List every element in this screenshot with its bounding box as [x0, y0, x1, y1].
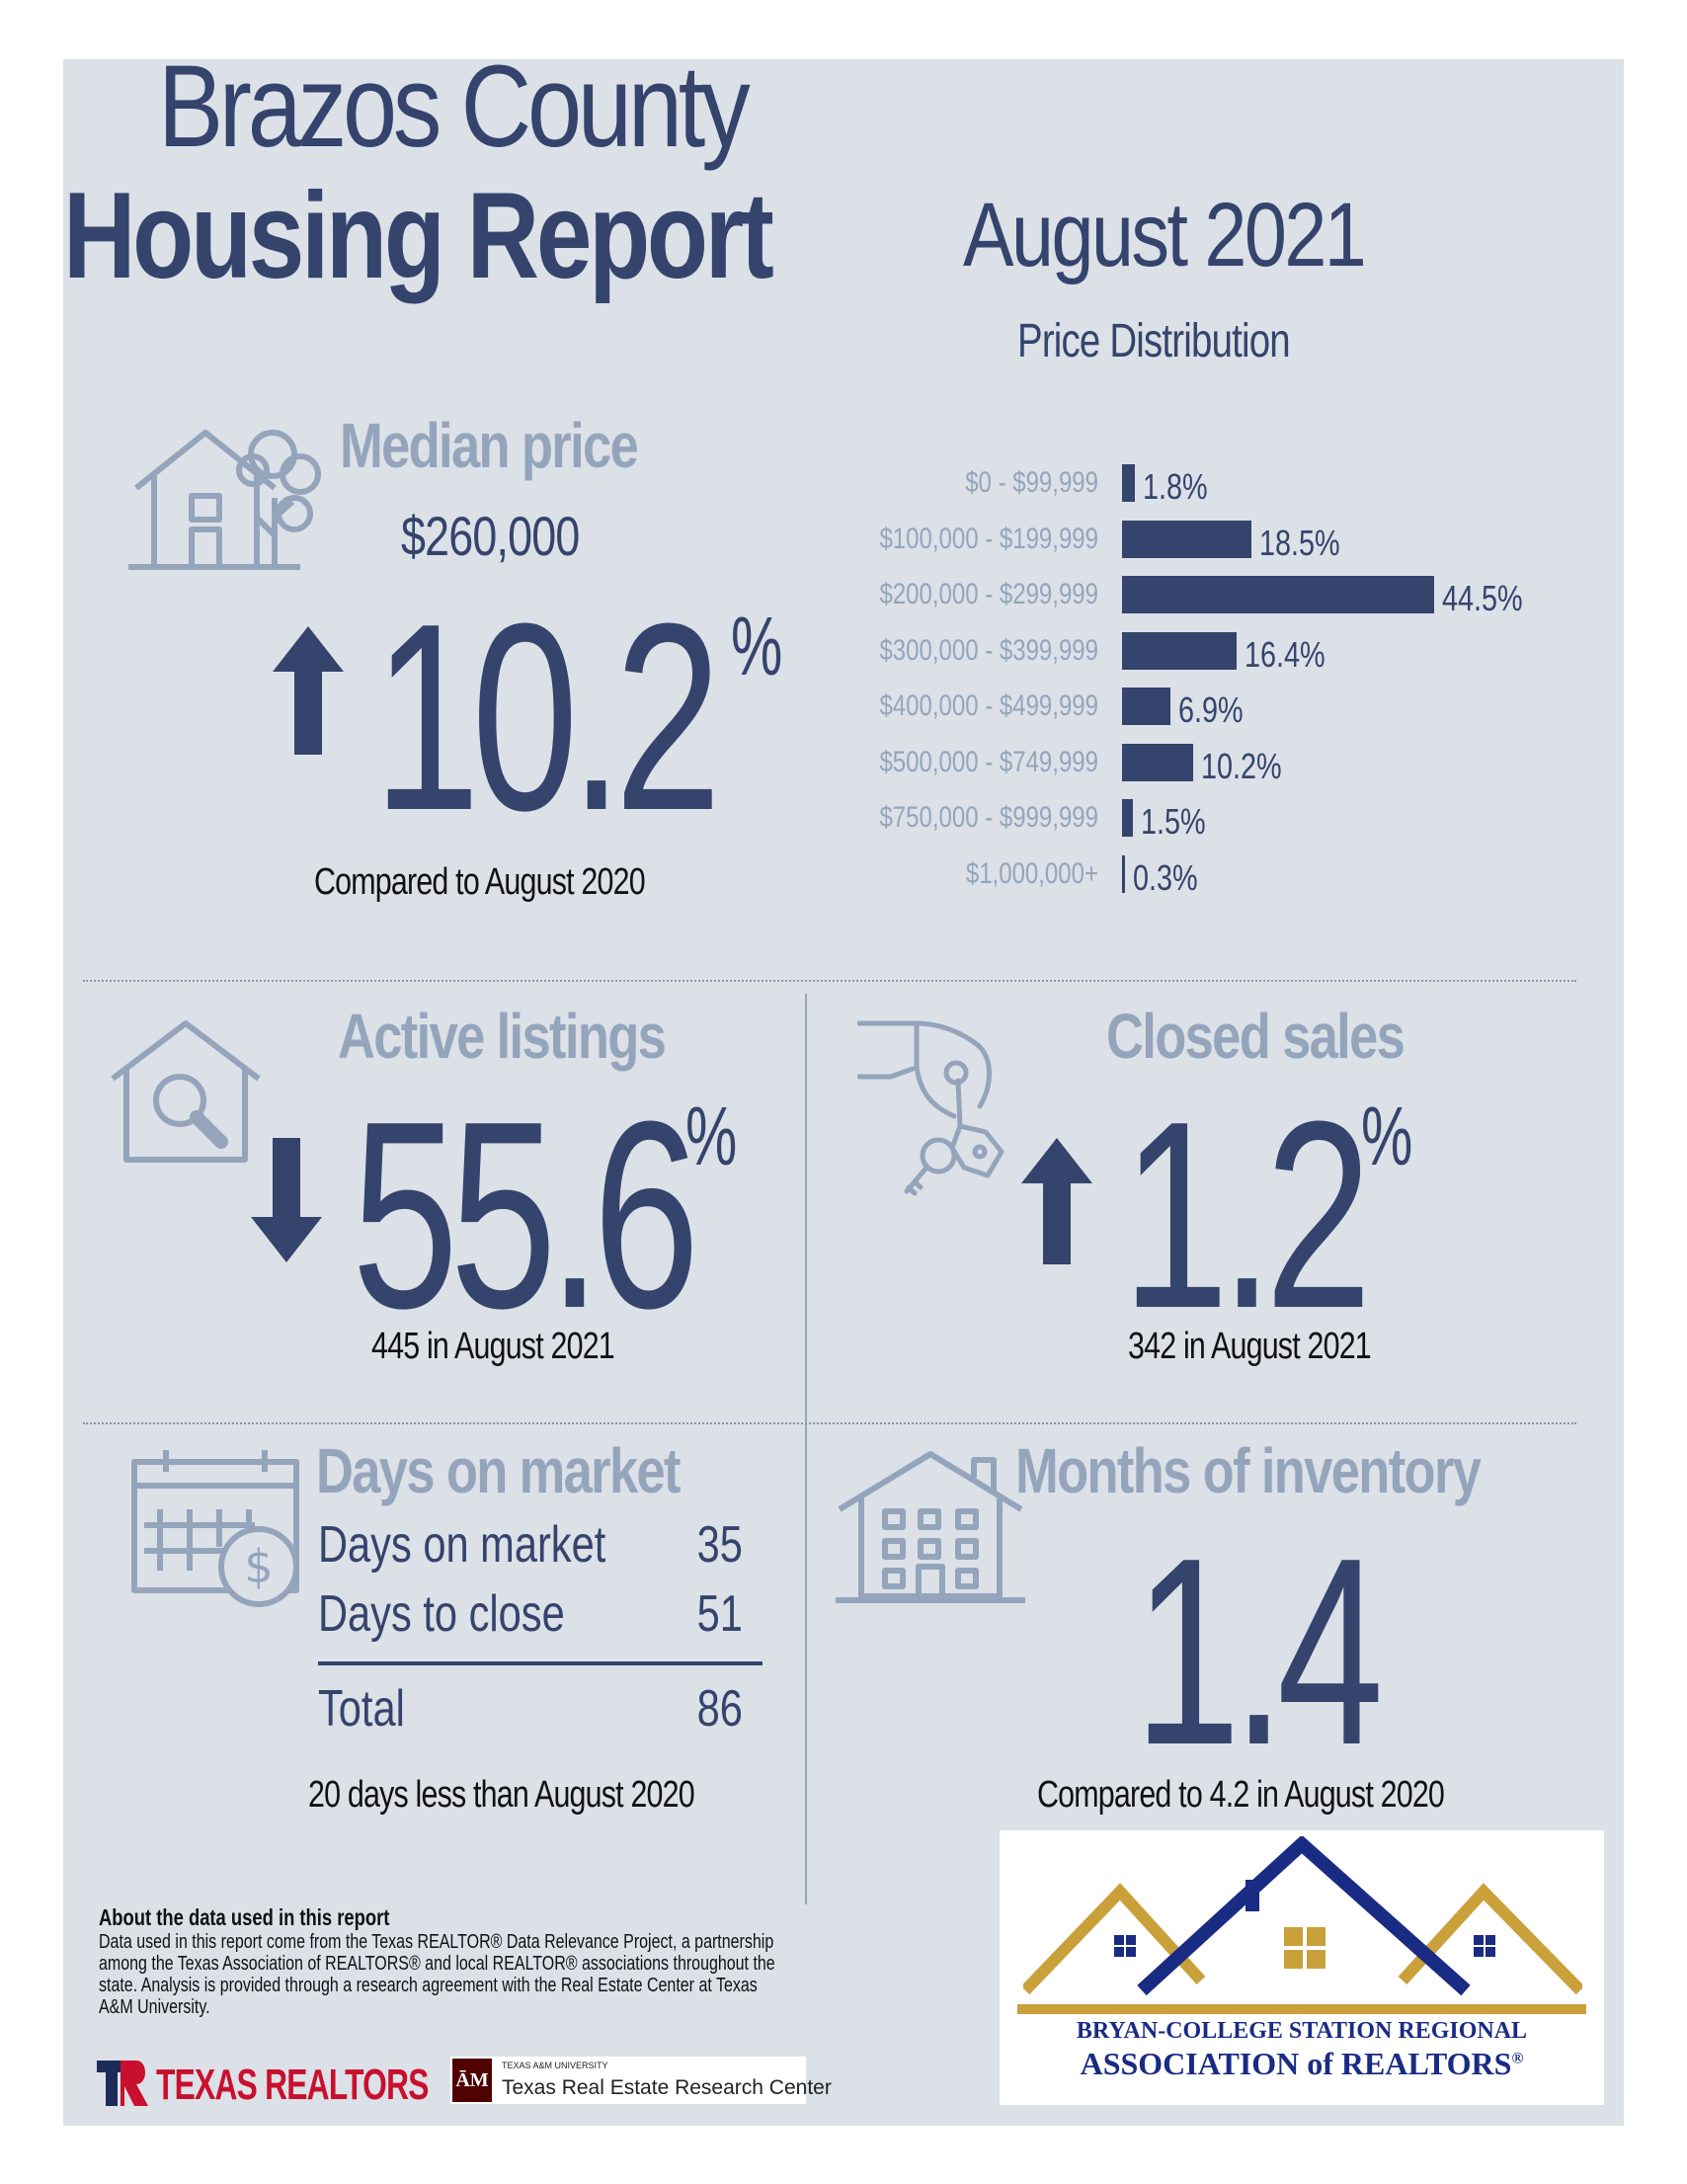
bcs-line-2-text: ASSOCIATION of REALTORS: [1080, 2046, 1512, 2081]
bcs-line-2: ASSOCIATION of REALTORS®: [1000, 2046, 1604, 2082]
distribution-label: $400,000 - $499,999: [879, 689, 1098, 722]
svg-text:$: $: [244, 1540, 273, 1593]
median-price-value: $260,000: [401, 505, 580, 567]
closed-sales-pct-sign: %: [1361, 1090, 1413, 1182]
table-row: Days to close 51: [318, 1584, 763, 1654]
distribution-bar: [1122, 799, 1133, 837]
median-price-pct-sign: %: [731, 600, 783, 692]
total-rule: [318, 1661, 763, 1665]
about-section: About the data used in this report Data …: [99, 1904, 780, 2018]
distribution-value: 44.5%: [1442, 578, 1523, 618]
distribution-value: 10.2%: [1201, 745, 1283, 786]
table-row: Days on market 35: [318, 1515, 763, 1584]
tamu-small-label: TEXAS A&M UNIVERSITY: [502, 2061, 608, 2070]
texas-realtors-logo-icon: [97, 2061, 148, 2106]
registered-mark: ®: [1511, 2050, 1524, 2067]
months-inventory-value: 1.4: [1134, 1503, 1384, 1801]
distribution-label: $100,000 - $199,999: [879, 522, 1098, 555]
tamu-logo-box: [450, 2057, 806, 2104]
rooftops-icon: [1023, 1836, 1582, 1996]
closed-sales-heading: Closed sales: [1106, 1001, 1406, 1072]
total-row: Total 86: [318, 1679, 763, 1748]
distribution-bar: [1122, 631, 1238, 670]
distribution-bar: [1122, 743, 1194, 781]
report-month: August 2021: [963, 185, 1367, 285]
days-on-market-heading: Days on market: [316, 1435, 682, 1506]
house-search-icon: [111, 1020, 261, 1163]
active-listings-heading: Active listings: [338, 1001, 667, 1072]
distribution-bar: [1122, 688, 1170, 725]
about-body: Data used in this report come from the T…: [99, 1931, 775, 2018]
distribution-value: 18.5%: [1259, 522, 1341, 563]
active-listings-pct-sign: %: [685, 1090, 738, 1182]
months-inventory-caption: Compared to 4.2 in August 2020: [1037, 1774, 1445, 1816]
distribution-label: $300,000 - $399,999: [879, 633, 1098, 667]
total-label: Total: [318, 1680, 405, 1738]
arrow-down-icon: [251, 1138, 322, 1262]
price-distribution-title: Price Distribution: [1017, 315, 1291, 367]
gold-rule: [1017, 2004, 1586, 2014]
about-heading: About the data used in this report: [99, 1904, 390, 1930]
distribution-bar: [1122, 854, 1125, 893]
median-price-change: 10.2: [373, 569, 721, 866]
apartment-house-icon: [836, 1451, 1025, 1603]
texas-realtors-logo: TEXAS REALTORS: [156, 2061, 429, 2109]
arrow-up-icon: [273, 626, 344, 755]
distribution-bar: [1122, 520, 1252, 558]
row-value: 35: [696, 1516, 743, 1574]
total-value: 86: [696, 1680, 743, 1738]
bcs-line-1: BRYAN-COLLEGE STATION REGIONAL: [1076, 2018, 1528, 2044]
title-line-1: Brazos County: [158, 41, 751, 172]
tamu-center-label: Texas Real Estate Research Center: [502, 2076, 832, 2099]
distribution-label: $1,000,000+: [965, 856, 1098, 890]
title-line-2: Housing Report: [63, 168, 774, 304]
days-on-market-table: Days on market 35 Days to close 51 Total…: [318, 1515, 763, 1748]
house-with-tree-icon: [128, 430, 321, 570]
distribution-label: $0 - $99,999: [965, 466, 1098, 499]
median-price-caption: Compared to August 2020: [314, 861, 646, 903]
distribution-value: 1.5%: [1140, 801, 1206, 842]
calendar-dollar-icon: $: [131, 1450, 299, 1607]
months-inventory-heading: Months of inventory: [1015, 1435, 1482, 1506]
distribution-value: 1.8%: [1142, 466, 1208, 507]
closed-sales-caption: 342 in August 2021: [1128, 1326, 1372, 1367]
distribution-value: 16.4%: [1245, 633, 1326, 675]
distribution-bar: [1122, 464, 1135, 502]
distribution-bar: [1122, 576, 1434, 613]
arrow-up-icon: [1021, 1138, 1092, 1264]
separator-2: [83, 1422, 1576, 1424]
distribution-label: $750,000 - $999,999: [879, 801, 1098, 834]
distribution-value: 0.3%: [1133, 856, 1198, 898]
closed-sales-change: 1.2: [1122, 1067, 1372, 1364]
distribution-label: $200,000 - $299,999: [879, 578, 1098, 610]
active-listings-caption: 445 in August 2021: [371, 1326, 615, 1367]
days-on-market-caption: 20 days less than August 2020: [308, 1774, 695, 1816]
separator-1: [83, 980, 1576, 982]
distribution-value: 6.9%: [1177, 689, 1244, 730]
hand-with-keys-icon: [857, 1020, 1004, 1196]
tamu-emblem-icon: ĀM: [452, 2059, 492, 2102]
row-value: 51: [696, 1585, 743, 1643]
vertical-divider: [805, 994, 807, 1904]
distribution-label: $500,000 - $749,999: [879, 745, 1098, 778]
bcs-realtors-logo: BRYAN-COLLEGE STATION REGIONAL ASSOCIATI…: [1000, 1830, 1604, 2105]
row-label: Days on market: [318, 1516, 606, 1574]
active-listings-change: 55.6: [352, 1067, 699, 1364]
row-label: Days to close: [318, 1585, 565, 1643]
median-price-heading: Median price: [340, 410, 639, 481]
report-panel: [63, 59, 1624, 2126]
